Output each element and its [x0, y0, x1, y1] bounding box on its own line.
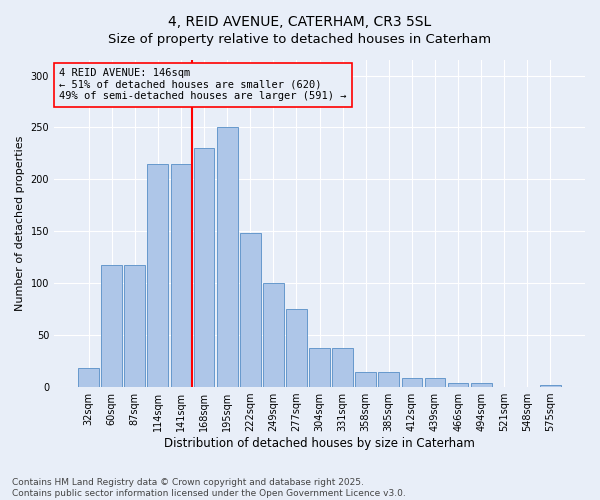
- Text: 4 REID AVENUE: 146sqm
← 51% of detached houses are smaller (620)
49% of semi-det: 4 REID AVENUE: 146sqm ← 51% of detached …: [59, 68, 347, 102]
- Bar: [194, 148, 214, 387]
- X-axis label: Distribution of detached houses by size in Caterham: Distribution of detached houses by size …: [164, 437, 475, 450]
- Bar: [425, 378, 445, 387]
- Text: Size of property relative to detached houses in Caterham: Size of property relative to detached ho…: [109, 32, 491, 46]
- Bar: [448, 383, 469, 387]
- Bar: [101, 264, 122, 387]
- Y-axis label: Number of detached properties: Number of detached properties: [15, 136, 25, 311]
- Bar: [332, 348, 353, 387]
- Bar: [124, 264, 145, 387]
- Bar: [217, 128, 238, 387]
- Bar: [286, 309, 307, 387]
- Bar: [309, 348, 330, 387]
- Bar: [78, 368, 99, 387]
- Bar: [379, 372, 399, 387]
- Bar: [401, 378, 422, 387]
- Bar: [355, 372, 376, 387]
- Bar: [240, 234, 260, 387]
- Bar: [170, 164, 191, 387]
- Bar: [471, 383, 491, 387]
- Text: 4, REID AVENUE, CATERHAM, CR3 5SL: 4, REID AVENUE, CATERHAM, CR3 5SL: [169, 15, 431, 29]
- Bar: [263, 283, 284, 387]
- Text: Contains HM Land Registry data © Crown copyright and database right 2025.
Contai: Contains HM Land Registry data © Crown c…: [12, 478, 406, 498]
- Bar: [148, 164, 168, 387]
- Bar: [540, 385, 561, 387]
